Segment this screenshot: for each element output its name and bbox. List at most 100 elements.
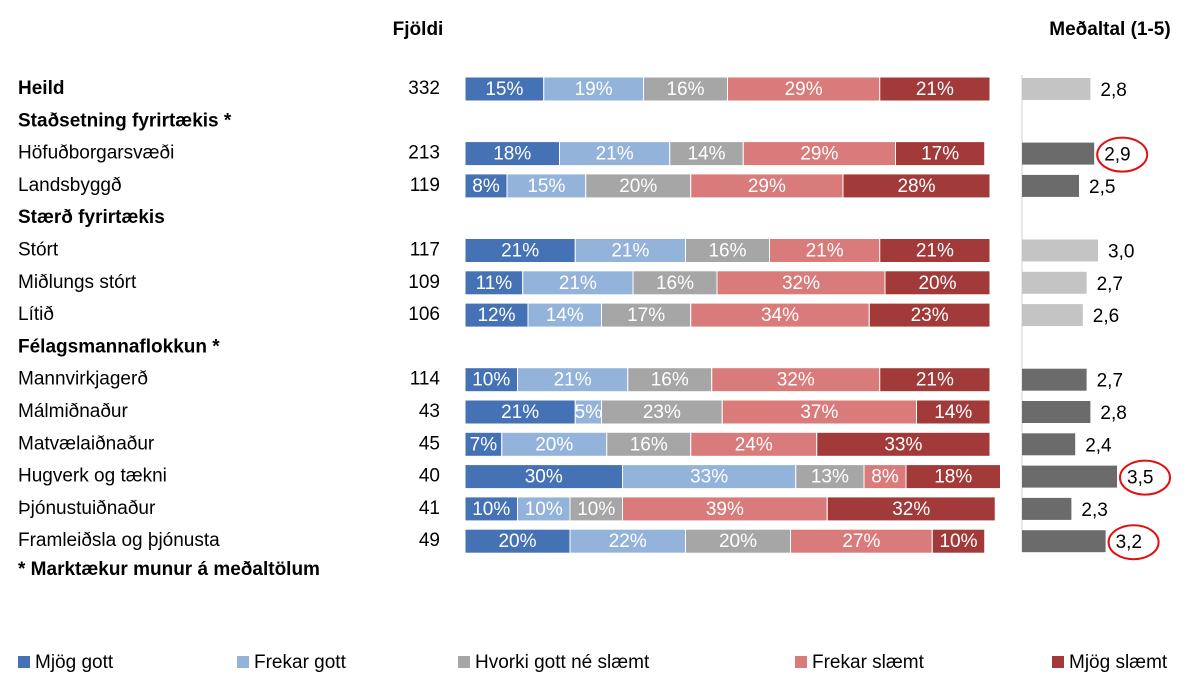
mean-label: 2,7 — [1097, 371, 1123, 392]
legend-swatch — [18, 656, 30, 668]
count: 109 — [408, 272, 440, 293]
segment-label: 33% — [690, 467, 728, 488]
legend-swatch — [458, 656, 470, 668]
bar-segment — [464, 302, 529, 328]
row-label: Hugverk og tækni — [18, 466, 167, 487]
segment-label: 21% — [501, 402, 539, 423]
bar-segment — [716, 270, 886, 296]
bar-segment — [842, 173, 991, 199]
bar-segment — [464, 431, 503, 457]
mean-bar — [1022, 174, 1079, 197]
segment-label: 24% — [735, 434, 773, 455]
bar-segment — [501, 431, 608, 457]
segment-label: 30% — [525, 467, 563, 488]
bar-segment — [884, 270, 991, 296]
bar-segment — [685, 238, 770, 263]
bar-segment — [790, 528, 933, 554]
segment-label: 27% — [842, 531, 880, 552]
segment-label: 21% — [559, 273, 597, 294]
segment-label: 29% — [800, 144, 838, 165]
segment-label: 13% — [811, 467, 849, 488]
row-label: Staðsetning fyrirtækis * — [18, 110, 232, 131]
row-label: Þjónustuiðnaður — [18, 498, 156, 519]
legend-label: Mjög gott — [35, 652, 114, 673]
row-label: Lítið — [18, 304, 54, 325]
mean-label: 2,7 — [1097, 274, 1123, 295]
legend-swatch — [795, 656, 807, 668]
segment-label: 10% — [472, 370, 510, 391]
segment-label: 16% — [656, 273, 694, 294]
bar-segment — [711, 367, 881, 393]
bar-segment — [721, 399, 917, 425]
segment-label: 23% — [911, 305, 949, 326]
bar-segment — [527, 302, 602, 328]
segment-label: 14% — [687, 144, 725, 165]
segment-label: 10% — [577, 499, 615, 520]
segment-label: 33% — [884, 434, 922, 455]
bar-segment — [690, 173, 844, 199]
footnote: * Marktækur munur á meðaltölum — [18, 559, 320, 580]
segment-label: 20% — [619, 176, 657, 197]
segment-label: 18% — [934, 467, 972, 488]
highlight-circle — [1107, 524, 1160, 561]
bar-segment — [632, 270, 718, 296]
segment-label: 21% — [916, 370, 954, 391]
segment-label: 12% — [477, 305, 515, 326]
segment-label: 18% — [493, 144, 531, 165]
segment-label: 21% — [806, 241, 844, 262]
segment-label: 21% — [611, 241, 649, 262]
count: 49 — [419, 530, 440, 551]
mean-bar — [1022, 368, 1087, 391]
segment-label: 21% — [916, 241, 954, 262]
mean-bar — [1022, 304, 1083, 327]
row-label: Mannvirkjagerð — [18, 369, 148, 390]
bar-segment — [464, 173, 508, 199]
bar-segment — [905, 464, 1001, 490]
mean-label: 2,8 — [1100, 80, 1126, 101]
segment-label: 15% — [527, 176, 565, 197]
mean-label: 2,4 — [1085, 435, 1112, 456]
segment-label: 23% — [643, 402, 681, 423]
segment-label: 8% — [472, 176, 500, 197]
bar-segment — [916, 399, 991, 425]
count: 106 — [408, 304, 440, 325]
row-label: Landsbyggð — [18, 175, 122, 196]
legend-swatch — [1052, 656, 1064, 668]
bar-segment — [574, 238, 686, 263]
bar-segment — [622, 496, 828, 522]
bar-segment — [690, 431, 818, 457]
segment-label: 16% — [666, 79, 704, 100]
bar-segment — [517, 496, 571, 522]
segment-label: 34% — [761, 305, 799, 326]
bar-segment — [517, 367, 629, 393]
bar-segment — [464, 270, 524, 296]
segment-label: 29% — [748, 176, 786, 197]
bar-segment — [522, 270, 634, 296]
count: 114 — [410, 369, 441, 390]
highlight-circle — [1096, 136, 1149, 173]
mean-label: 2,3 — [1081, 500, 1107, 521]
segment-label: 21% — [554, 370, 592, 391]
bar-segment — [769, 238, 881, 263]
count: 43 — [419, 401, 440, 422]
legend-label: Frekar gott — [254, 652, 347, 673]
bar-segment — [863, 464, 907, 490]
segment-label: 19% — [575, 79, 613, 100]
row-label: Höfuðborgarsvæði — [18, 143, 174, 164]
mean-bar — [1022, 465, 1117, 488]
segment-label: 20% — [719, 531, 757, 552]
bar-segment — [627, 367, 713, 393]
bar-segment — [895, 141, 986, 167]
segment-label: 32% — [777, 370, 815, 391]
bar-segment — [574, 399, 602, 425]
count: 41 — [419, 498, 440, 519]
bar-segment — [879, 76, 991, 102]
count: 45 — [419, 433, 440, 454]
highlight-circle — [1119, 459, 1171, 496]
bar-segment — [795, 464, 865, 490]
row-label: Stærð fyrirtækis — [18, 207, 165, 228]
mean-bar — [1022, 239, 1098, 262]
segment-label: 20% — [918, 273, 956, 294]
mean-bar — [1022, 78, 1091, 100]
